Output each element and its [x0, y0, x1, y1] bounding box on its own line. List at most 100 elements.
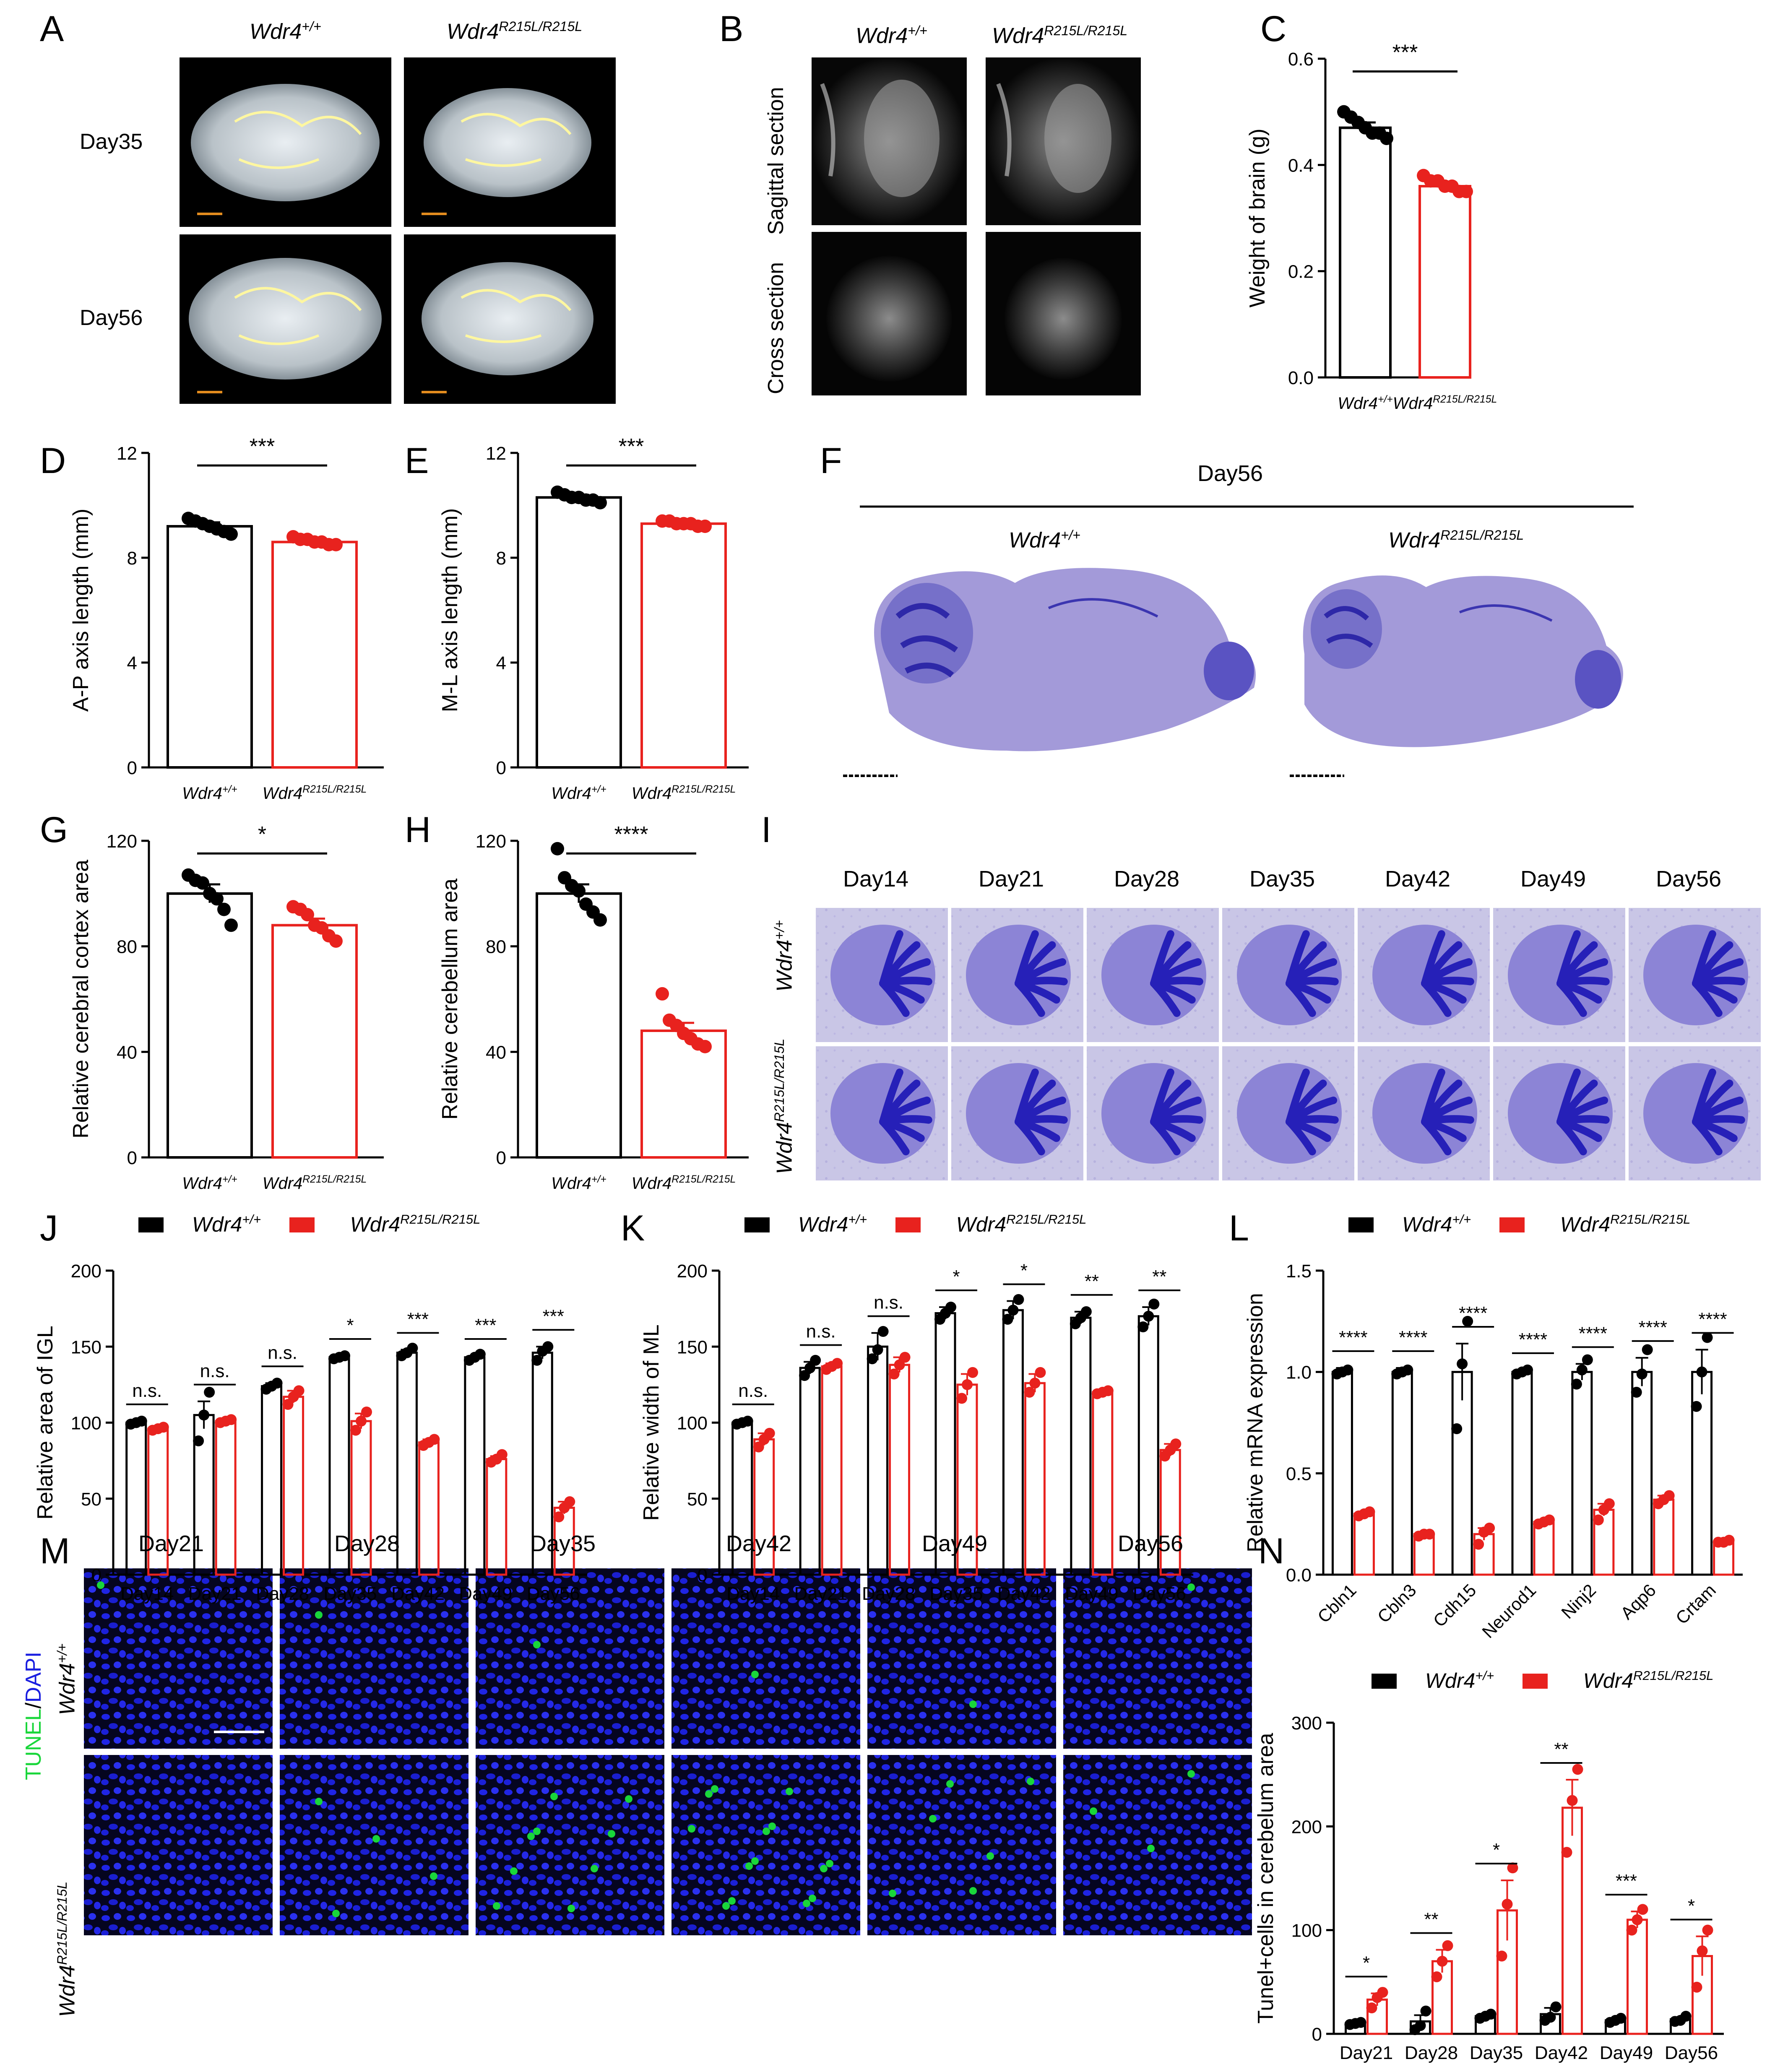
data-point [656, 987, 669, 1001]
cerebellum-section-mut-day42 [1358, 1046, 1490, 1180]
legend-swatch-wt [1372, 1674, 1397, 1689]
y-axis-label: Relative cerebral cortex area [69, 860, 93, 1139]
bar [799, 1367, 821, 1576]
panel-i-header-day49: Day49 [1520, 866, 1586, 892]
panel-b-row-sagittal: Sagittal section [764, 87, 788, 235]
data-point [1496, 1950, 1507, 1962]
y-tick-label: 0.6 [1288, 49, 1314, 70]
significance-label: **** [614, 822, 648, 847]
y-tick-label: 120 [107, 831, 137, 852]
significance-label: **** [1399, 1327, 1428, 1348]
data-point [945, 1302, 956, 1313]
panel-label-l: L [1229, 1208, 1249, 1248]
tunel-image-mut-day42 [671, 1755, 860, 1935]
significance-label: n.s. [806, 1321, 836, 1342]
data-point [1593, 1514, 1604, 1526]
legend-swatch-wt [744, 1217, 770, 1232]
x-tick-label: Cdh15 [1429, 1580, 1480, 1631]
y-tick-label: 40 [486, 1042, 506, 1063]
x-tick-label: Ninj2 [1557, 1580, 1600, 1622]
significance-label: ** [1152, 1266, 1166, 1287]
cerebellum-section-mut-day35 [1222, 1046, 1354, 1180]
significance-label: * [1688, 1896, 1695, 1916]
panel-i-header-day14: Day14 [843, 866, 909, 892]
data-point [1024, 1387, 1035, 1398]
data-point [1402, 1364, 1413, 1375]
bar [640, 1030, 727, 1159]
bar [1451, 1371, 1473, 1576]
bar [1627, 1919, 1648, 2035]
data-point [204, 1387, 215, 1398]
bar [1339, 126, 1392, 379]
tunel-image-mut-day49 [867, 1755, 1056, 1935]
y-tick-label: 200 [1291, 1817, 1322, 1837]
significance-label: *** [1616, 1871, 1637, 1891]
cerebellum-section-mut-day56 [1629, 1046, 1761, 1180]
cerebellum-section-wt-day35 [1222, 908, 1354, 1042]
cerebellum-section-wt-day21 [951, 908, 1083, 1042]
data-point [877, 1326, 889, 1337]
significance-label: **** [1519, 1329, 1548, 1350]
data-point [1502, 1898, 1513, 1910]
panel-i-header-day42: Day42 [1385, 866, 1451, 892]
y-tick-label: 150 [71, 1337, 102, 1357]
chart-g: 0 40 80 120 Relative cerebral cortex area Wdr… [69, 822, 384, 1193]
significance-label: *** [250, 434, 275, 459]
data-point [572, 884, 586, 898]
data-point [1626, 1924, 1637, 1936]
data-point [1550, 2001, 1562, 2012]
panel-m-stain-label: TUNEL/DAPI [21, 1651, 46, 1780]
data-point [1377, 1987, 1388, 1998]
panel-a-wt-header: Wdr4+/+ [250, 19, 321, 44]
legend-swatch-wt [138, 1217, 164, 1232]
data-point [293, 1385, 305, 1396]
data-point [1442, 1940, 1453, 1951]
y-tick-label: 0 [698, 1565, 708, 1586]
x-tick-label: Day21 [794, 1583, 848, 1604]
significance-label: **** [1579, 1323, 1608, 1344]
x-tick-label: Wdr4+/+ [182, 784, 237, 803]
data-point [1636, 1368, 1647, 1380]
data-point [1632, 1914, 1643, 1925]
data-point [1702, 1924, 1713, 1936]
x-tick-label: Aqp6 [1616, 1580, 1660, 1623]
data-point [564, 1496, 575, 1507]
y-tick-label: 0 [496, 1148, 506, 1168]
panel-m-wt-row: Wdr4+/+ [55, 1643, 80, 1715]
data-point [742, 1415, 753, 1427]
data-point [356, 1415, 367, 1427]
y-tick-label: 40 [117, 1042, 137, 1063]
data-point [1137, 1321, 1149, 1333]
x-tick-label: Day28 [1405, 2043, 1458, 2063]
mri-cross-mut [986, 232, 1141, 395]
significance-label: **** [1339, 1327, 1368, 1348]
y-axis-label: Weight of brain (g) [1245, 129, 1270, 308]
y-tick-label: 1.0 [1286, 1362, 1312, 1383]
brain-photo-wt-day56 [180, 234, 391, 404]
mri-sagittal-wt [812, 57, 967, 225]
x-tick-label: Day14 [726, 1583, 780, 1604]
data-point [1437, 1955, 1448, 1967]
data-point [282, 1399, 294, 1410]
bar [283, 1396, 305, 1576]
legend-label-mut: Wdr4R215L/R215L [1583, 1668, 1714, 1692]
x-tick-label: Day42 [1535, 2043, 1588, 2063]
significance-label: * [258, 822, 266, 847]
y-tick-label: 8 [127, 548, 137, 569]
panel-label-a: A [40, 9, 64, 49]
x-tick-label: Day49 [459, 1583, 512, 1604]
panel-label-h: H [405, 810, 431, 850]
panel-a-mut-header: Wdr4R215L/R215L [447, 19, 583, 44]
chart-j: 0 50 100 150 200 Relative area of IGL n.s. Day1… [33, 1212, 587, 1604]
panel-i-header-day21: Day21 [979, 866, 1044, 892]
panel-b-mut-header: Wdr4R215L/R215L [992, 23, 1128, 48]
nissl-section-mut [1290, 575, 1623, 777]
cerebellum-section-wt-day42 [1358, 908, 1490, 1042]
panel-f-wt-header: Wdr4+/+ [1009, 528, 1080, 553]
bar [536, 496, 622, 769]
data-point [224, 918, 238, 932]
data-point [753, 1441, 764, 1453]
brain-photo-wt-day35 [180, 57, 391, 227]
significance-label: ** [1085, 1271, 1099, 1292]
bar [396, 1352, 418, 1576]
